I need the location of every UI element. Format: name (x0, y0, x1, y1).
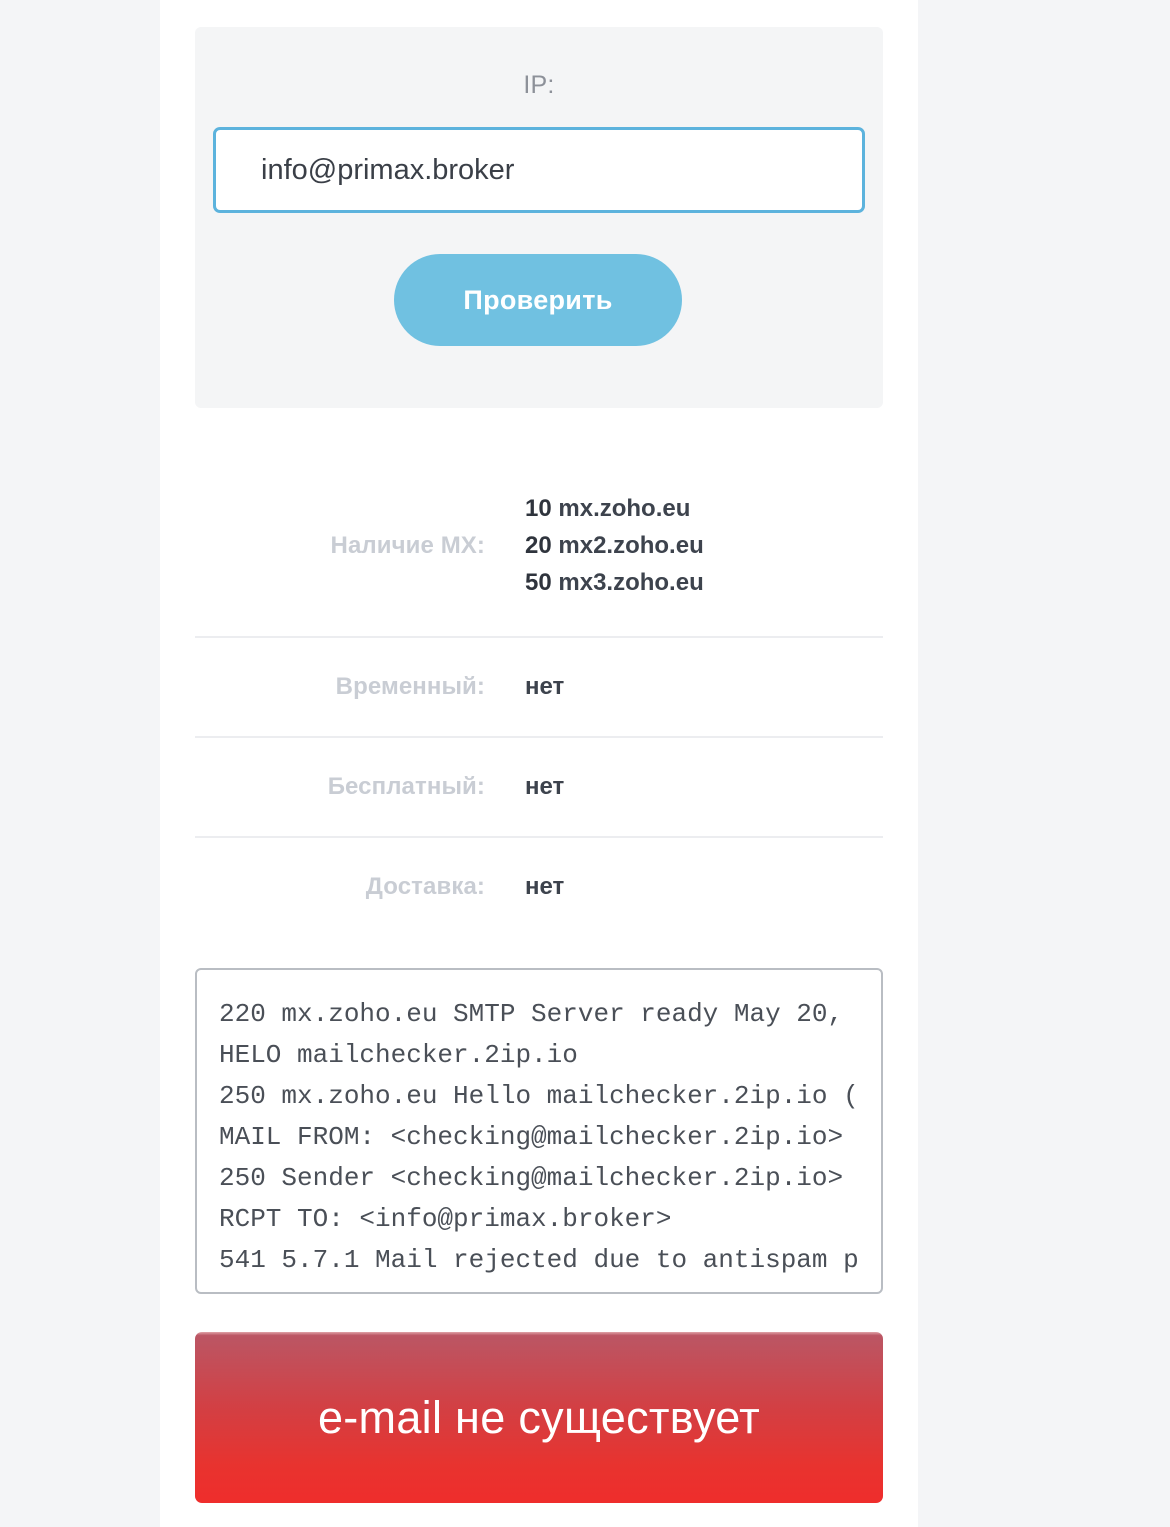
content-card: IP: Проверить Наличие MX: 10 mx.zoho.eu … (160, 0, 918, 1527)
status-banner-label: e-mail не существует (317, 1391, 761, 1443)
status-banner: e-mail не существует (195, 1332, 883, 1503)
check-button[interactable]: Проверить (394, 254, 682, 346)
smtp-line: 220 mx.zoho.eu SMTP Server ready May 20, (219, 999, 844, 1029)
detail-row-delivery: Доставка: нет (195, 838, 883, 936)
mx-host: mx2.zoho.eu (558, 532, 704, 559)
detail-value-temporary: нет (525, 673, 565, 700)
mx-record: 10 mx.zoho.eu (525, 490, 883, 527)
detail-value-mx: 10 mx.zoho.eu 20 mx2.zoho.eu 50 mx3.zoho… (525, 490, 883, 601)
mx-host: mx.zoho.eu (558, 495, 691, 522)
row-divider (195, 836, 883, 838)
smtp-line: MAIL FROM: <checking@mailchecker.2ip.io> (219, 1122, 844, 1152)
detail-label-free: Бесплатный: (327, 773, 485, 800)
smtp-transcript[interactable]: 220 mx.zoho.eu SMTP Server ready May 20,… (195, 968, 883, 1294)
smtp-line: HELO mailchecker.2ip.io (219, 1040, 578, 1070)
mx-record: 20 mx2.zoho.eu (525, 527, 883, 564)
row-divider (195, 736, 883, 738)
smtp-line: RCPT TO: <info@primax.broker> (219, 1204, 672, 1234)
detail-row-free: Бесплатный: нет (195, 738, 883, 836)
mx-priority: 20 (525, 532, 552, 559)
row-divider (195, 636, 883, 638)
mx-record: 50 mx3.zoho.eu (525, 564, 883, 601)
detail-row-temporary: Временный: нет (195, 638, 883, 736)
email-input[interactable] (213, 127, 865, 213)
result-details: Наличие MX: 10 mx.zoho.eu 20 mx2.zoho.eu… (195, 455, 883, 936)
mx-host: mx3.zoho.eu (558, 569, 704, 596)
email-lookup-panel: IP: Проверить (195, 27, 883, 408)
smtp-line: 250 mx.zoho.eu Hello mailchecker.2ip.io … (219, 1081, 859, 1111)
detail-label-delivery: Доставка: (365, 873, 485, 900)
mx-priority: 10 (525, 495, 552, 522)
ip-field-label: IP: (523, 71, 555, 99)
detail-value-free: нет (525, 773, 565, 800)
smtp-line: 541 5.7.1 Mail rejected due to antispam … (219, 1245, 859, 1275)
mx-priority: 50 (525, 569, 552, 596)
detail-value-delivery: нет (525, 873, 565, 900)
detail-label-temporary: Временный: (335, 673, 485, 700)
detail-row-mx: Наличие MX: 10 mx.zoho.eu 20 mx2.zoho.eu… (195, 455, 883, 636)
detail-label-mx: Наличие MX: (330, 531, 485, 559)
smtp-line: 250 Sender <checking@mailchecker.2ip.io> (219, 1163, 844, 1193)
